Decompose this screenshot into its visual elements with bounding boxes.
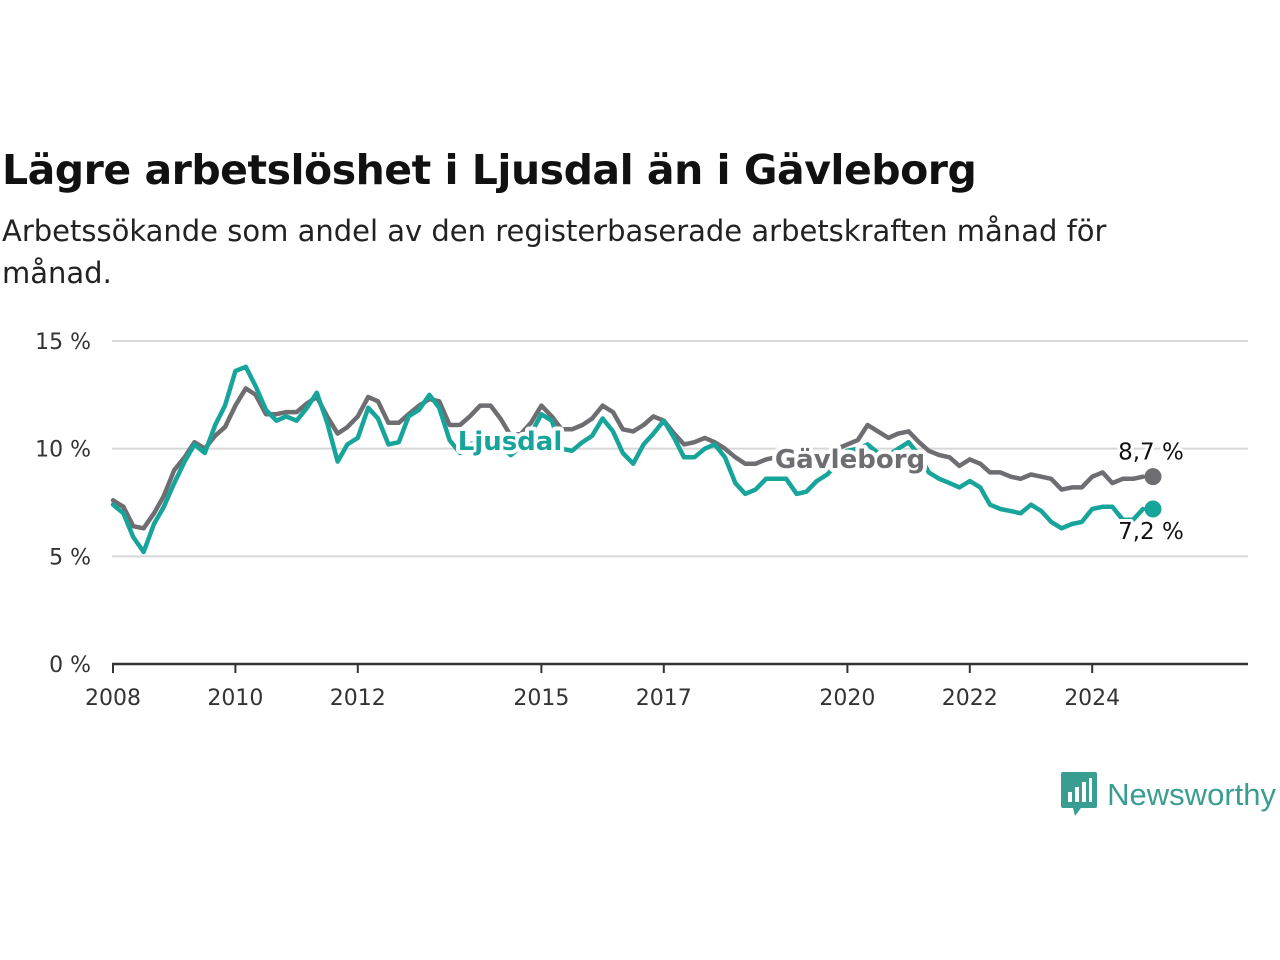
series-line-ljusdal bbox=[110, 364, 1146, 555]
brand: Newsworthy bbox=[1061, 772, 1276, 818]
series-name-label: Gävleborg bbox=[775, 445, 925, 475]
x-tick-label: 2017 bbox=[636, 686, 692, 711]
x-tick-label: 2012 bbox=[330, 686, 386, 711]
x-tick-label: 2015 bbox=[513, 686, 569, 711]
x-tick-label: 2022 bbox=[942, 686, 998, 711]
line-chart: 0 % 5 % 10 % 15 % 2008 2010 2012 2015 2017 2020 20… bbox=[35, 330, 1248, 711]
x-tick-label: 2024 bbox=[1064, 686, 1120, 711]
chart-title: Lägre arbetslöshet i Ljusdal än i Gävleb… bbox=[2, 146, 977, 194]
series-end-label: 8,7 % bbox=[1118, 440, 1184, 466]
x-tick-label: 2008 bbox=[85, 686, 141, 711]
series-end-label: 7,2 % bbox=[1118, 519, 1184, 545]
y-tick-label: 15 % bbox=[35, 330, 91, 355]
x-tick-label: 2020 bbox=[819, 686, 875, 711]
series-name-label: Ljusdal bbox=[458, 427, 563, 457]
newsworthy-logo-icon bbox=[1061, 772, 1098, 816]
brand-name: Newsworthy bbox=[1107, 777, 1276, 812]
series-line-gavleborg bbox=[110, 386, 1146, 531]
series-endpoint bbox=[1144, 468, 1162, 486]
y-tick-label: 10 % bbox=[35, 438, 91, 463]
grid-layer: 0 % 5 % 10 % 15 % 2008 2010 2012 2015 2017 2020 20… bbox=[35, 330, 1248, 711]
chart-subtitle: Arbetssökande som andel av den registerb… bbox=[2, 214, 1107, 290]
x-tick-label: 2010 bbox=[207, 686, 263, 711]
series-layer bbox=[110, 364, 1146, 555]
y-tick-label: 0 % bbox=[49, 653, 91, 678]
label-layer: 8,7 % 7,2 % Gävleborg Ljusdal bbox=[454, 423, 1187, 548]
series-endpoint bbox=[1144, 500, 1162, 518]
y-tick-label: 5 % bbox=[49, 545, 91, 570]
